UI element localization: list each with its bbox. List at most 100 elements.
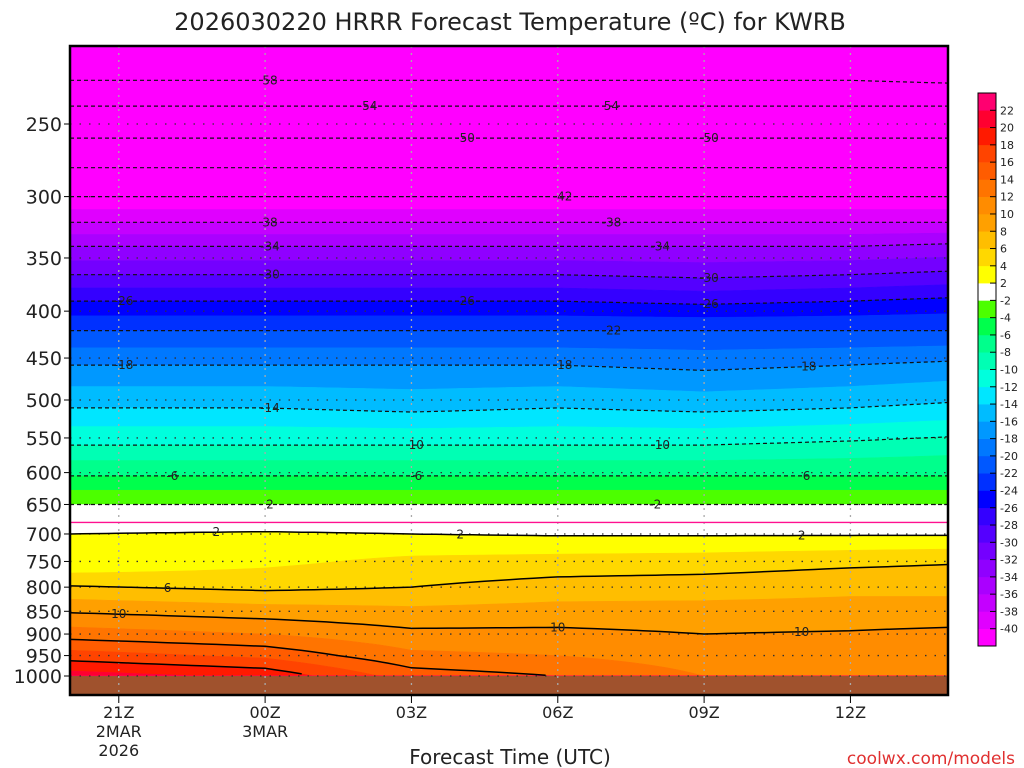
y-tick-label: 600 [26, 463, 62, 485]
x-tick-label: 06Z [542, 703, 573, 722]
colorbar-swatch [978, 110, 996, 128]
isotherm--10 [70, 436, 949, 446]
colorbar-swatch [978, 455, 996, 474]
x-tick-label: 00Z [249, 703, 280, 722]
colorbar-swatch [978, 265, 996, 284]
colorbar-swatch [978, 576, 996, 595]
colorbar-swatch [978, 127, 996, 146]
colorbar-label: -30 [1000, 536, 1018, 549]
plot-fill [69, 45, 949, 695]
isotherm-14 [69, 638, 546, 676]
colorbar-label: 20 [1000, 122, 1014, 135]
isotherm-2 [69, 530, 948, 537]
contour-label: -22 [602, 324, 622, 338]
colorbar-label: -38 [1000, 605, 1018, 618]
colorbar-label: 14 [1000, 173, 1014, 186]
x-tick-label: 03Z [396, 703, 427, 722]
y-tick-label: 400 [26, 301, 62, 323]
colorbar-label: 22 [1000, 104, 1014, 117]
colorbar-swatch [978, 611, 996, 630]
y-tick-label: 1000 [14, 666, 62, 688]
colorbar-swatch [978, 144, 996, 163]
colorbar-swatch [978, 525, 996, 543]
contour-label: 10 [111, 607, 126, 621]
isotherm--14 [70, 401, 949, 413]
colorbar-swatch [978, 283, 996, 301]
colorbar-label: -24 [1000, 484, 1018, 497]
colorbar-label: -34 [1000, 571, 1018, 584]
isotherm--26 [70, 297, 949, 305]
isotherm-6 [69, 563, 949, 592]
contour-label: -18 [797, 360, 817, 374]
contour-label: -26 [699, 297, 719, 311]
x-tick-label: 3MAR [242, 722, 288, 741]
colorbar-label: -16 [1000, 415, 1018, 428]
colorbar-swatch [978, 386, 996, 405]
colorbar-label: 10 [1000, 208, 1014, 221]
colorbar-label: 4 [1000, 260, 1007, 273]
contour-label: -30 [699, 271, 719, 285]
x-axis-label: Forecast Time (UTC) [409, 745, 611, 768]
y-tick-label: 500 [26, 390, 62, 412]
colorbar-label: -2 [1000, 294, 1011, 307]
y-tick-label: 850 [26, 601, 62, 623]
y-tick-label: 350 [26, 248, 62, 270]
contour-label: -50 [455, 131, 475, 145]
x-tick-label: 21Z [103, 703, 134, 722]
plot-frame [68, 44, 950, 697]
colorbar-swatch [978, 213, 996, 232]
x-tick-label: 2026 [98, 741, 139, 760]
colorbar-swatch [978, 404, 996, 422]
x-tick-label: 09Z [688, 703, 719, 722]
colorbar-label: -4 [1000, 312, 1011, 325]
colorbar-label: 6 [1000, 243, 1007, 256]
colorbar-swatch [978, 438, 996, 457]
contour-label: -10 [650, 438, 670, 452]
colorbar-label: -26 [1000, 502, 1018, 515]
colorbar-swatch [978, 473, 996, 491]
contour-label: 6 [164, 581, 172, 595]
colorbar: 22 20 18 16 14 12 10 8 6 4 2 -2 -4 -6 -8 -10 -12 -14 -16 -1… [977, 92, 1018, 647]
contour-label: 2 [266, 497, 274, 511]
y-tick-label: 550 [26, 428, 62, 450]
contour-label: 54 [604, 99, 619, 113]
temperature-band [69, 232, 949, 247]
colorbar-swatch [978, 542, 996, 560]
contour-label: 58 [262, 73, 277, 87]
isotherm--58 [70, 79, 949, 84]
contour-label: 10 [550, 620, 565, 634]
isotherm--18 [70, 360, 949, 372]
colorbar-label: 8 [1000, 225, 1007, 238]
colorbar-swatch [978, 300, 996, 318]
colorbar-label: -6 [1000, 329, 1011, 342]
contour-label: -34 [650, 239, 670, 253]
colorbar-label: -22 [1000, 467, 1018, 480]
contour-label: -50 [699, 131, 719, 145]
colorbar-label: -14 [1000, 398, 1018, 411]
colorbar-swatch [978, 421, 996, 439]
colorbar-label: -8 [1000, 346, 1011, 359]
contour-label: -38 [602, 215, 622, 229]
temperature-band [69, 209, 949, 223]
temperature-band [69, 475, 949, 491]
colorbar-swatch [978, 93, 996, 111]
colorbar-swatch [978, 352, 996, 370]
contour-label: -30 [260, 268, 280, 282]
colorbar-label: 2 [1000, 277, 1007, 290]
colorbar-swatch [978, 231, 996, 249]
contour-lines [69, 79, 949, 676]
colorbar-swatch [978, 559, 996, 578]
contour-label: 2 [456, 528, 464, 542]
temperature-band [69, 504, 949, 537]
isotherm-18 [69, 659, 302, 675]
colorbar-swatch [978, 248, 996, 267]
temperature-band [69, 45, 949, 210]
isotherm--30 [70, 270, 949, 279]
contour-label: -26 [455, 294, 475, 308]
x-tick-label: 2MAR [96, 722, 142, 741]
contour-label: 10 [794, 625, 809, 639]
contour-label: -54 [358, 99, 378, 113]
